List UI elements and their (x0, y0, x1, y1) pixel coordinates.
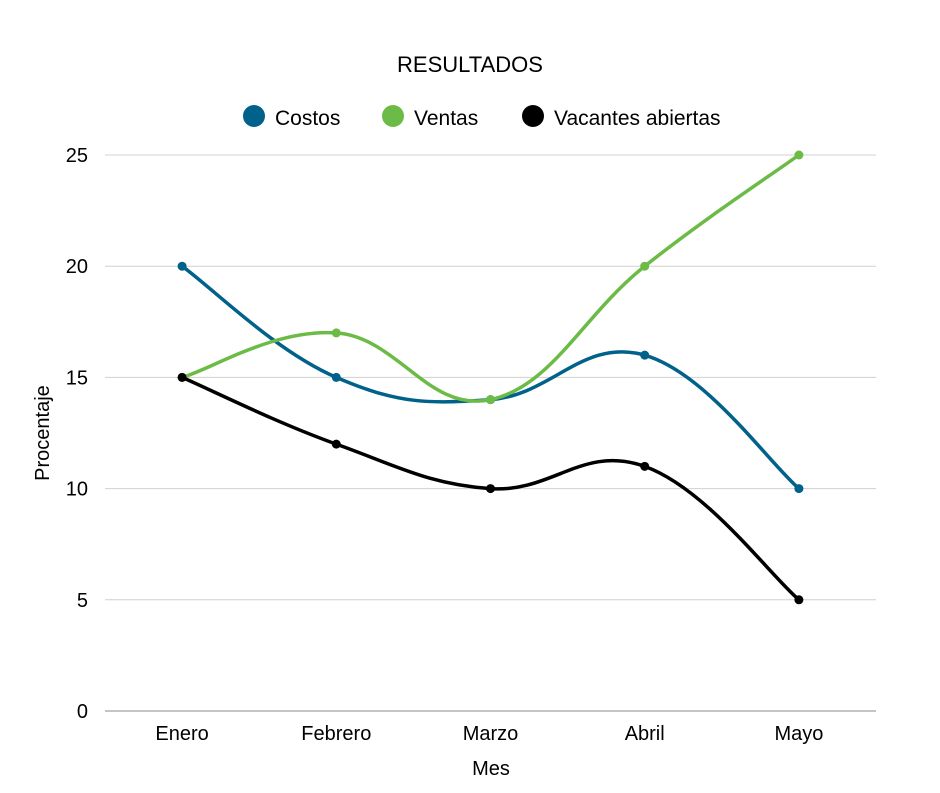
series-layer (177, 150, 804, 605)
legend-label: Ventas (414, 107, 478, 130)
x-tick-label: Febrero (301, 723, 371, 745)
y-tick-label: 10 (66, 479, 88, 501)
x-tick-label: Mayo (774, 723, 823, 745)
y-tick-label: 25 (66, 145, 88, 167)
y-tick-label: 15 (66, 367, 88, 389)
x-axis-label: Mes (472, 758, 510, 780)
y-axis-ticks: 0 5 10 15 20 25 (66, 145, 88, 723)
data-point (331, 372, 341, 382)
x-tick-label: Marzo (463, 723, 519, 745)
legend: Costos Ventas Vacantes abiertas (243, 105, 721, 130)
data-point (794, 595, 804, 605)
y-tick-label: 5 (77, 590, 88, 612)
series-line-vacantes-abiertas (181, 375, 801, 602)
legend-marker (522, 105, 544, 127)
data-point (331, 439, 341, 449)
y-tick-label: 0 (77, 701, 88, 723)
data-point (486, 484, 495, 494)
data-point (177, 261, 187, 271)
series-line-ventas (181, 153, 800, 403)
chart-title: RESULTADOS (397, 52, 543, 77)
data-point (640, 350, 650, 360)
legend-marker (243, 105, 265, 127)
gridlines (105, 154, 876, 712)
data-point (486, 395, 495, 405)
data-point (640, 261, 650, 271)
x-axis-ticks: Enero Febrero Marzo Abril Mayo (155, 723, 823, 745)
data-point (640, 461, 650, 471)
legend-marker (382, 105, 404, 127)
legend-label: Costos (275, 107, 340, 130)
data-point (331, 328, 341, 338)
x-tick-label: Abril (625, 723, 665, 745)
data-point (177, 372, 187, 382)
data-point (794, 484, 804, 494)
legend-label: Vacantes abiertas (554, 107, 721, 130)
y-tick-label: 20 (66, 256, 88, 278)
data-point (794, 150, 804, 160)
x-tick-label: Enero (155, 723, 208, 745)
y-axis-label: Procentaje (32, 385, 54, 481)
